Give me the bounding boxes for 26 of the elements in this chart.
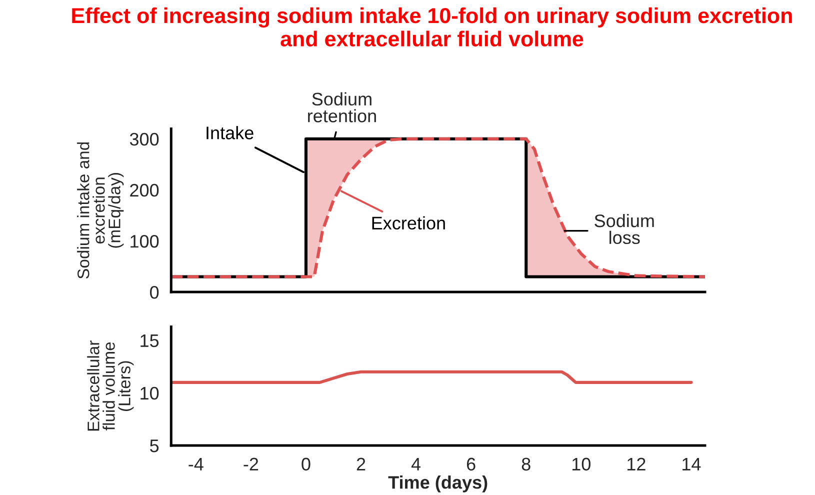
text: Sodium retention — [308, 92, 376, 122]
text: Intake — [206, 126, 254, 140]
x-tick-label: 12 — [628, 458, 646, 470]
y-tick-label: 15 — [140, 334, 159, 348]
x-tick-label: 2 — [356, 458, 366, 470]
legend-label: Excretion — [372, 216, 445, 230]
y-tick-label: 0 — [150, 286, 159, 299]
y-axis-title: Sodium intake and excretion (mEq/day) — [77, 142, 124, 279]
x-tick-label: -4 — [188, 458, 204, 470]
y-axis-title: Extracellular fluid volume (Liters) — [87, 340, 134, 431]
x-tick-label: 8 — [522, 458, 530, 471]
x-tick-label: 4 — [411, 458, 421, 470]
chart-title: Effect of increasing sodium intake 10-fold on urinary sodium excretion and extracellular fluid volume — [72, 7, 792, 47]
annotation: Sodium loss — [594, 214, 654, 244]
y-tick-label: 10 — [140, 386, 159, 400]
y-tick-label: 5 — [150, 440, 159, 452]
line-series — [171, 370, 693, 384]
x-tick-label: 10 — [572, 458, 590, 471]
x-tick-label: 14 — [682, 458, 701, 470]
y-tick-label: 200 — [130, 184, 159, 197]
x-axis-title: Time (days) — [388, 476, 488, 492]
y-tick-label: 100 — [130, 234, 159, 248]
x-tick-label: 6 — [466, 458, 476, 471]
y-tick-label: 300 — [130, 132, 159, 146]
x-tick-label: -2 — [244, 458, 258, 470]
x-tick-label: 0 — [302, 458, 310, 471]
